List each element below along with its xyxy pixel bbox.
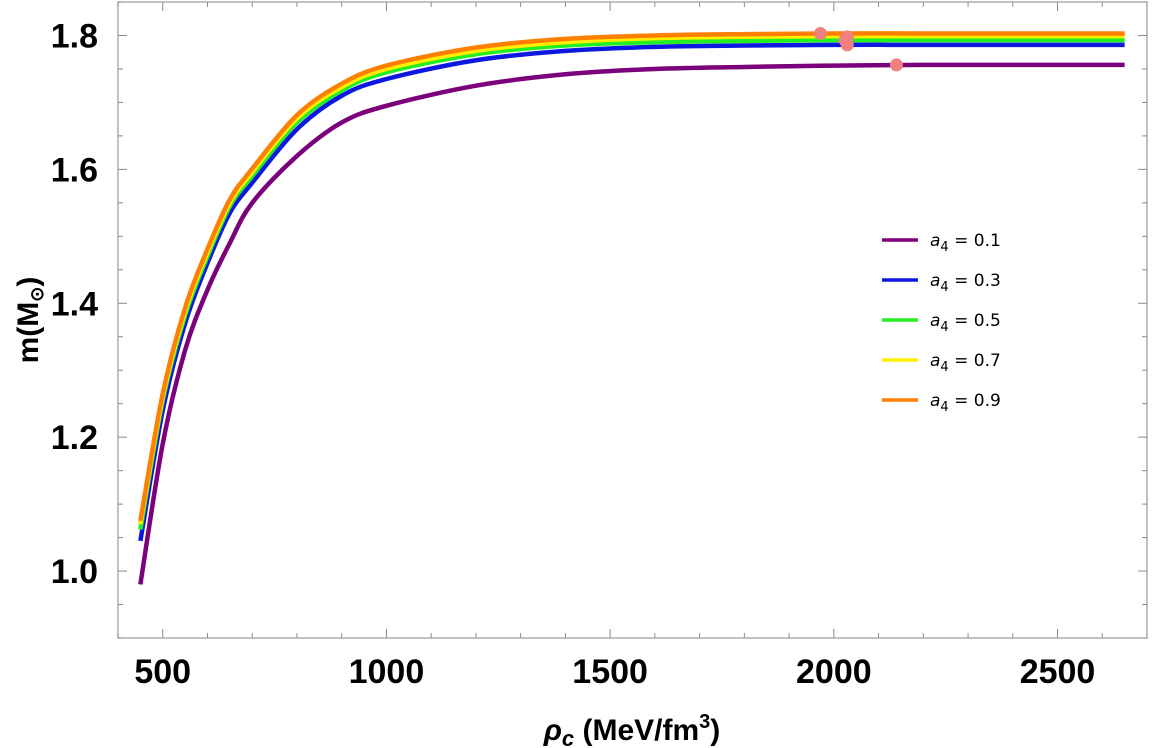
x-tick-label: 2500	[1020, 653, 1096, 691]
max-points-layer	[813, 26, 903, 72]
y-tick-label: 1.4	[51, 285, 98, 323]
series-line-5	[138, 31, 1125, 522]
y-tick-label: 1.6	[51, 151, 98, 189]
x-tick-label: 500	[134, 653, 191, 691]
max-point-1	[889, 58, 903, 72]
legend-label-3: a4 = 0.5	[930, 311, 1001, 335]
series-layer	[138, 31, 1125, 585]
max-point-5	[813, 26, 827, 40]
y-tick-label: 1.0	[51, 553, 98, 591]
x-axis-ticks: 500 1000 1500 2000 2500	[117, 2, 1148, 691]
y-tick-label: 1.8	[51, 17, 98, 55]
legend-label-2: a4 = 0.3	[930, 271, 1001, 295]
y-axis-ticks: 1.0 1.2 1.4 1.6 1.8	[51, 1, 1147, 639]
legend-label-1: a4 = 0.1	[930, 231, 1001, 255]
legend-label-5: a4 = 0.9	[930, 391, 1001, 415]
x-tick-label: 1500	[572, 653, 648, 691]
series-line-1	[138, 62, 1125, 585]
plot-frame	[117, 1, 1148, 639]
legend-label-4: a4 = 0.7	[930, 351, 1001, 375]
max-point-4	[840, 30, 854, 44]
x-tick-label: 2000	[796, 653, 872, 691]
series-line-2	[138, 42, 1125, 542]
y-axis-title: m(M⊙)	[12, 277, 47, 364]
y-tick-label: 1.2	[51, 419, 98, 457]
legend: a4 = 0.1 a4 = 0.3 a4 = 0.5 a4 = 0.7 a4 = 0.9	[882, 231, 1001, 415]
x-axis-title: ρc (MeV/fm3)	[543, 711, 721, 748]
x-tick-label: 1000	[349, 653, 425, 691]
